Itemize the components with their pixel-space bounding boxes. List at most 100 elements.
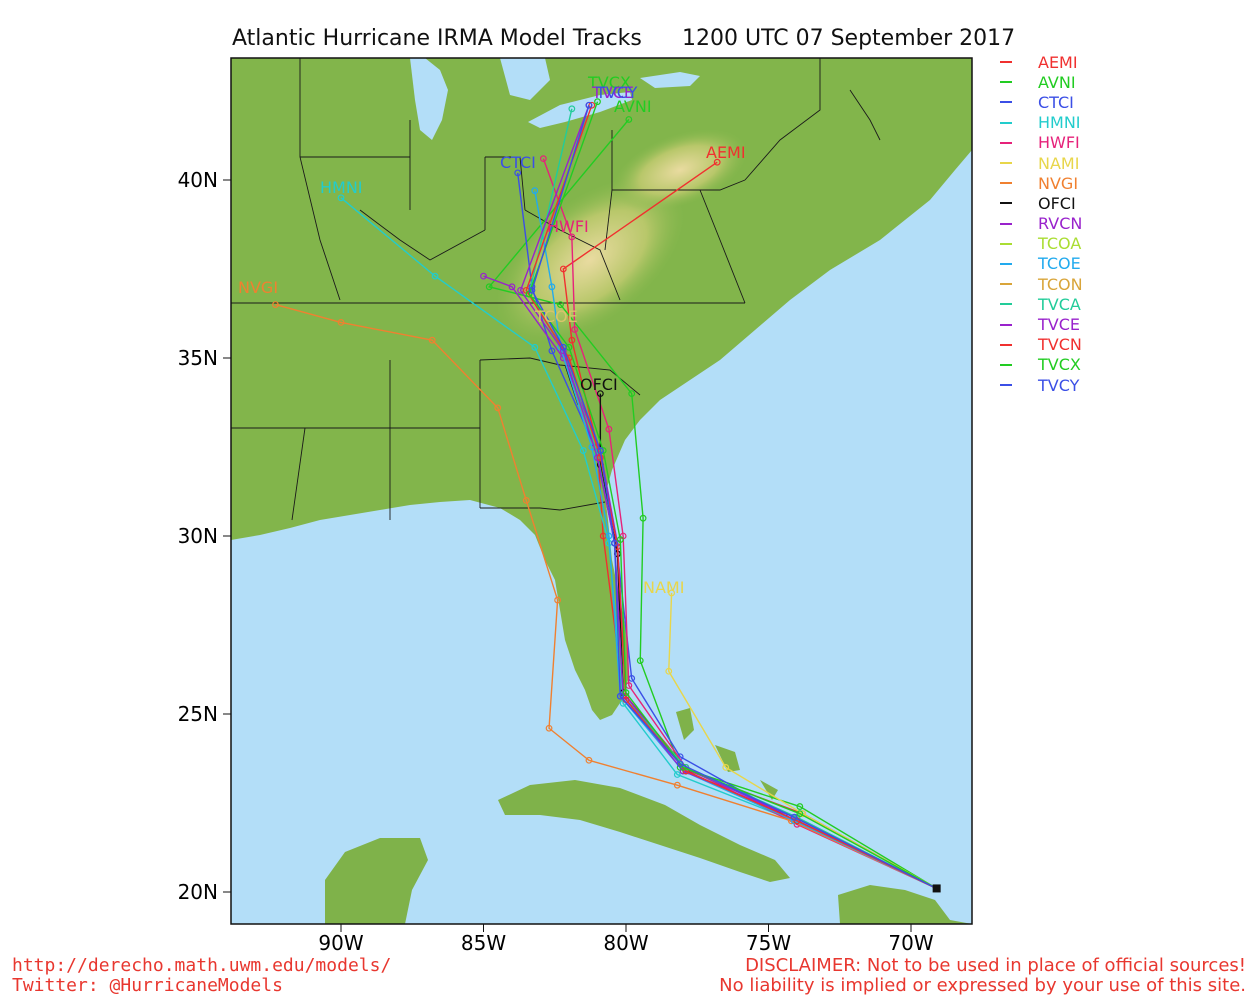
legend-swatch xyxy=(1000,61,1012,64)
label-hmni: HMNI xyxy=(320,178,363,197)
axis-labels: 20N 25N 30N 35N 40N 90W 85W 80W 75W 70W xyxy=(178,168,934,955)
footer-disclaimer: DISCLAIMER: Not to be used in place of o… xyxy=(719,955,1246,996)
legend-item-ofci: OFCI xyxy=(1000,193,1083,213)
track-point-tvcy xyxy=(611,539,618,547)
track-line-tcoe xyxy=(534,190,937,890)
track-line-avni xyxy=(487,119,938,890)
legend-label: AEMI xyxy=(1038,52,1078,72)
track-point-nami xyxy=(665,667,673,675)
legend-item-ctci: CTCI xyxy=(1000,92,1083,112)
track-point-rvcn xyxy=(508,283,516,291)
track-point-tvcx xyxy=(796,810,804,818)
lon-label: 90W xyxy=(318,931,363,955)
state-borders xyxy=(231,58,881,521)
track-point-aemi xyxy=(568,336,576,344)
lake-huron xyxy=(500,58,550,100)
track-point-nami xyxy=(668,589,675,597)
track-point-nvgi xyxy=(554,596,561,604)
track-point-hwfi xyxy=(605,425,613,433)
lon-label: 75W xyxy=(746,931,791,955)
lat-label: 25N xyxy=(178,702,218,726)
legend-item-tvce: TVCE xyxy=(1000,314,1083,334)
track-point-tvcy xyxy=(596,447,604,454)
legend-swatch xyxy=(1000,262,1012,265)
track-point-hmni xyxy=(531,343,539,351)
legend-item-nvgi: NVGI xyxy=(1000,173,1083,193)
track-point-nvgi xyxy=(585,756,593,764)
legend-label: NVGI xyxy=(1038,173,1079,193)
track-point-tvcy xyxy=(790,813,798,821)
footer-url: http://derecho.math.uwm.edu/models/ xyxy=(12,955,392,976)
legend-item-tvcx: TVCX xyxy=(1000,355,1083,375)
legend-item-tcoe: TCOE xyxy=(1000,254,1083,274)
legend-label: TVCN xyxy=(1038,335,1082,355)
legend-label: AVNI xyxy=(1038,72,1076,92)
map-title: Atlantic Hurricane IRMA Model Tracks xyxy=(232,26,642,51)
lat-label: 30N xyxy=(178,524,218,548)
lon-label: 70W xyxy=(888,931,933,955)
legend-swatch xyxy=(1000,101,1012,104)
track-line-tvcx xyxy=(528,101,937,890)
hispaniola xyxy=(838,885,972,924)
track-point-tvcx xyxy=(622,689,630,697)
legend-item-tvcn: TVCN xyxy=(1000,335,1083,355)
legend-label: TCON xyxy=(1038,274,1083,294)
label-nvgi: NVGI xyxy=(238,278,278,297)
track-point-ctci xyxy=(514,169,522,177)
track-point-nami xyxy=(722,764,730,771)
track-name-labels: AEMI CTCI HMNI HWFI NVGI OFCI NAMI TCOE … xyxy=(238,73,746,597)
legend-swatch xyxy=(1000,141,1012,144)
legend-label: RVCN xyxy=(1038,214,1083,234)
legend-item-avni: AVNI xyxy=(1000,72,1083,92)
track-point-tvcy xyxy=(676,760,684,768)
label-tvce: TVCE xyxy=(591,83,634,102)
track-line-tvcy xyxy=(531,105,937,890)
legend-swatch xyxy=(1000,162,1012,165)
track-line-tvcn xyxy=(525,105,937,890)
track-point-nvgi xyxy=(522,497,530,504)
lake-ontario xyxy=(640,72,700,88)
legend-swatch xyxy=(1000,363,1012,366)
legend-swatch xyxy=(1000,303,1012,306)
track-point-nvgi xyxy=(337,319,345,326)
track-point-avni xyxy=(628,390,636,398)
track-point-aemi xyxy=(713,158,721,166)
legend-label: TVCA xyxy=(1038,294,1081,314)
label-tcoe: TCOE xyxy=(534,307,578,326)
map-frame xyxy=(230,57,973,925)
legend-item-tcon: TCON xyxy=(1000,274,1083,294)
track-line-nvgi xyxy=(275,303,937,890)
lon-label: 85W xyxy=(461,931,506,955)
lat-label: 35N xyxy=(178,346,218,370)
label-avni: AVNI xyxy=(614,97,652,116)
track-point-hmni xyxy=(673,771,681,778)
bahamas-east xyxy=(715,745,740,772)
legend-item-tvca: TVCA xyxy=(1000,294,1083,314)
track-point-tvcx xyxy=(616,536,624,543)
legend-swatch xyxy=(1000,81,1012,84)
legend-item-rvcn: RVCN xyxy=(1000,214,1083,234)
track-point-nvgi xyxy=(673,781,681,789)
track-point-hmni xyxy=(431,272,439,280)
track-point-tcoe xyxy=(605,532,613,540)
legend-label: TVCY xyxy=(1038,375,1080,395)
legend-label: CTCI xyxy=(1038,92,1074,112)
label-aemi: AEMI xyxy=(706,143,746,162)
label-nami: NAMI xyxy=(643,578,684,597)
storm-start-marker xyxy=(932,884,941,893)
legend-item-tcoa: TCOA xyxy=(1000,234,1083,254)
track-point-nvgi xyxy=(428,336,436,344)
legend-item-hwfi: HWFI xyxy=(1000,133,1083,153)
label-ctci: CTCI xyxy=(500,153,536,172)
lon-label: 80W xyxy=(603,931,648,955)
legend-swatch xyxy=(1000,202,1012,205)
legend-item-aemi: AEMI xyxy=(1000,52,1083,72)
track-point-hmni xyxy=(337,194,345,202)
track-point-hwfi xyxy=(539,155,547,163)
legend-swatch xyxy=(1000,323,1012,326)
track-point-tcoe xyxy=(548,283,556,291)
track-line-nami xyxy=(668,592,937,890)
lake-michigan xyxy=(410,58,448,140)
legend-swatch xyxy=(1000,182,1012,185)
